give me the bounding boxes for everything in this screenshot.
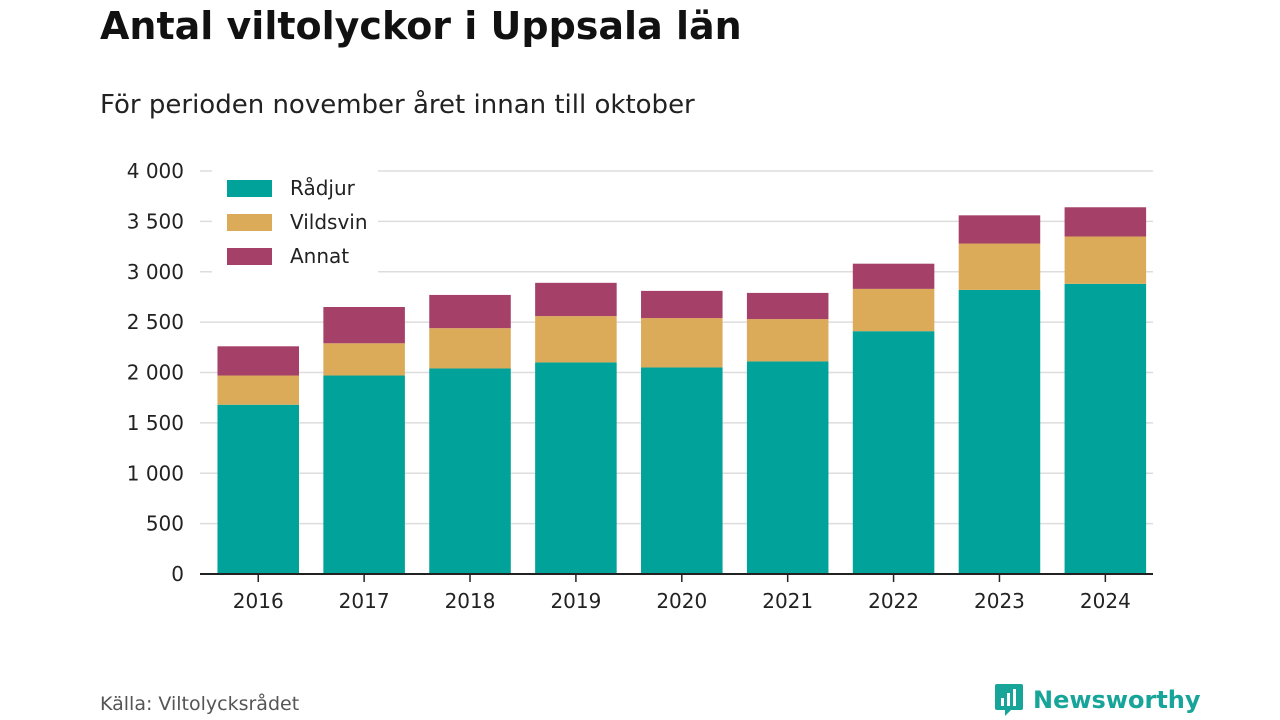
- bar-segment: [746, 292, 829, 320]
- y-tick-label: 2 000: [127, 361, 184, 385]
- x-tick-label: 2018: [445, 589, 496, 613]
- bar-segment: [958, 215, 1041, 244]
- legend-label: Vildsvin: [290, 210, 368, 234]
- bar-segment: [852, 263, 935, 289]
- y-tick-label: 3 000: [127, 260, 184, 284]
- x-axis: [200, 573, 1153, 582]
- bar-segment: [852, 331, 935, 574]
- bar-segment: [217, 404, 300, 574]
- legend-label: Rådjur: [290, 176, 356, 200]
- y-axis-ticks: 0 500 1 000 1 500 2 000 2 500 3 000 3 500 4 000: [127, 159, 184, 586]
- brand-name: Newsworthy: [1033, 686, 1201, 714]
- y-tick-label: 0: [171, 562, 184, 586]
- legend-swatch: [227, 180, 272, 197]
- bar-segment: [746, 319, 829, 362]
- bar-segment: [641, 367, 723, 574]
- bar-segment: [535, 362, 617, 574]
- bar-segment: [958, 243, 1041, 290]
- bar-segment: [1064, 236, 1147, 284]
- y-tick-label: 2 500: [127, 310, 184, 334]
- bar-segment: [323, 375, 405, 574]
- bar-segment: [429, 328, 511, 369]
- bar-segment: [535, 316, 617, 363]
- bar-segment: [1064, 207, 1147, 237]
- bar-segment: [641, 290, 723, 319]
- bar-segment: [852, 288, 935, 332]
- bar-segment: [429, 294, 511, 329]
- x-tick-label: 2022: [868, 589, 919, 613]
- y-tick-label: 3 500: [127, 209, 184, 233]
- bar-segment: [1064, 283, 1147, 574]
- x-axis-ticks: 2016 2017 2018 2019 2020 2021 2022 2023 2024: [233, 589, 1131, 613]
- bar-segment: [217, 375, 300, 405]
- legend: Rådjur Vildsvin Annat: [212, 170, 378, 273]
- x-tick-label: 2019: [550, 589, 601, 613]
- x-tick-label: 2023: [974, 589, 1025, 613]
- brand-logo: Newsworthy: [993, 682, 1201, 718]
- bar-segment: [535, 282, 617, 317]
- bar-segment: [217, 346, 300, 376]
- bar-segment: [323, 307, 405, 344]
- y-tick-label: 1 500: [127, 411, 184, 435]
- x-tick-label: 2020: [656, 589, 707, 613]
- chart-subtitle: För perioden november året innan till ok…: [100, 90, 695, 120]
- y-tick-label: 1 000: [127, 461, 184, 485]
- x-tick-label: 2017: [339, 589, 390, 613]
- x-tick-label: 2016: [233, 589, 284, 613]
- y-tick-label: 500: [146, 512, 184, 536]
- chart-title: Antal viltolyckor i Uppsala län: [100, 4, 742, 48]
- bar-segment: [958, 289, 1041, 574]
- y-tick-label: 4 000: [127, 159, 184, 183]
- source-note: Källa: Viltolycksrådet: [100, 693, 300, 715]
- legend-swatch: [227, 214, 272, 231]
- legend-swatch: [227, 248, 272, 265]
- bar-segment: [641, 318, 723, 368]
- x-tick-label: 2021: [762, 589, 813, 613]
- x-tick-label: 2024: [1080, 589, 1131, 613]
- bar-segment: [429, 368, 511, 574]
- bar-segment: [746, 361, 829, 574]
- bar-segment: [323, 343, 405, 376]
- bars: [217, 207, 1147, 574]
- newsworthy-logo-icon: [995, 684, 1023, 716]
- legend-label: Annat: [290, 244, 349, 268]
